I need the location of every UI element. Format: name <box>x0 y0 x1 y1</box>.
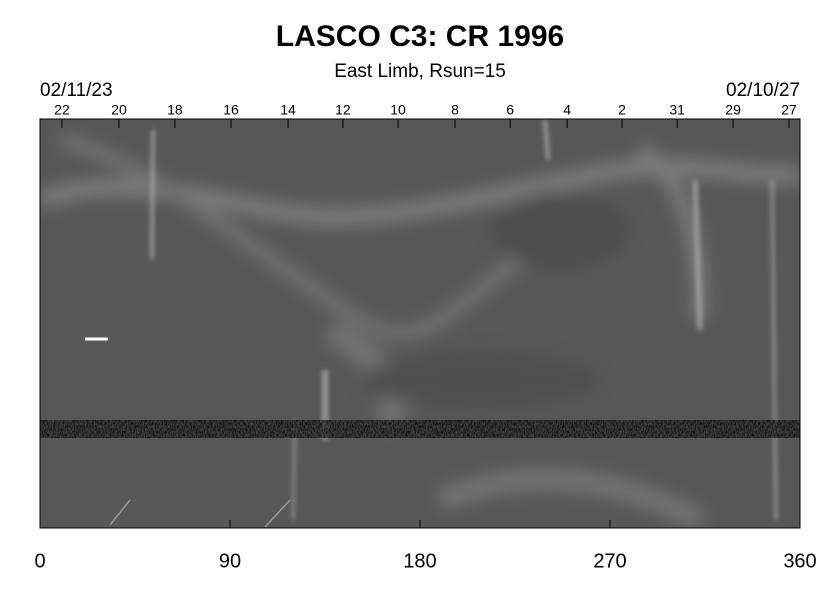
top-tick-label: 6 <box>506 102 514 118</box>
x-tick-label: 360 <box>783 550 816 572</box>
top-tick-label: 20 <box>111 102 127 118</box>
end-date: 02/10/27 <box>726 80 800 101</box>
top-tick-label: 27 <box>781 102 797 118</box>
x-tick-label: 0 <box>34 550 45 572</box>
map-image <box>40 119 800 528</box>
x-tick-label: 90 <box>219 550 241 572</box>
top-tick-label: 4 <box>563 102 571 118</box>
top-tick-label: 12 <box>335 102 351 118</box>
top-tick-label: 16 <box>223 102 239 118</box>
chart-title: LASCO C3: CR 1996 <box>276 20 564 53</box>
axes: 0 90 180 270 360 22 20 18 16 14 12 10 8 6 4 2 31 29 27 <box>34 102 816 573</box>
top-tick-label: 18 <box>167 102 183 118</box>
top-tick-label: 14 <box>280 102 296 118</box>
x-tick-label: 270 <box>593 550 626 572</box>
top-tick-label: 10 <box>390 102 406 118</box>
top-tick-label: 8 <box>451 102 459 118</box>
start-date: 02/11/23 <box>40 80 113 101</box>
chart-subtitle: East Limb, Rsun=15 <box>334 61 506 82</box>
top-tick-label: 22 <box>54 102 70 118</box>
x-tick-label: 180 <box>403 550 436 572</box>
top-tick-label: 29 <box>725 102 741 118</box>
top-tick-label: 2 <box>618 102 626 118</box>
top-tick-label: 31 <box>669 102 685 118</box>
